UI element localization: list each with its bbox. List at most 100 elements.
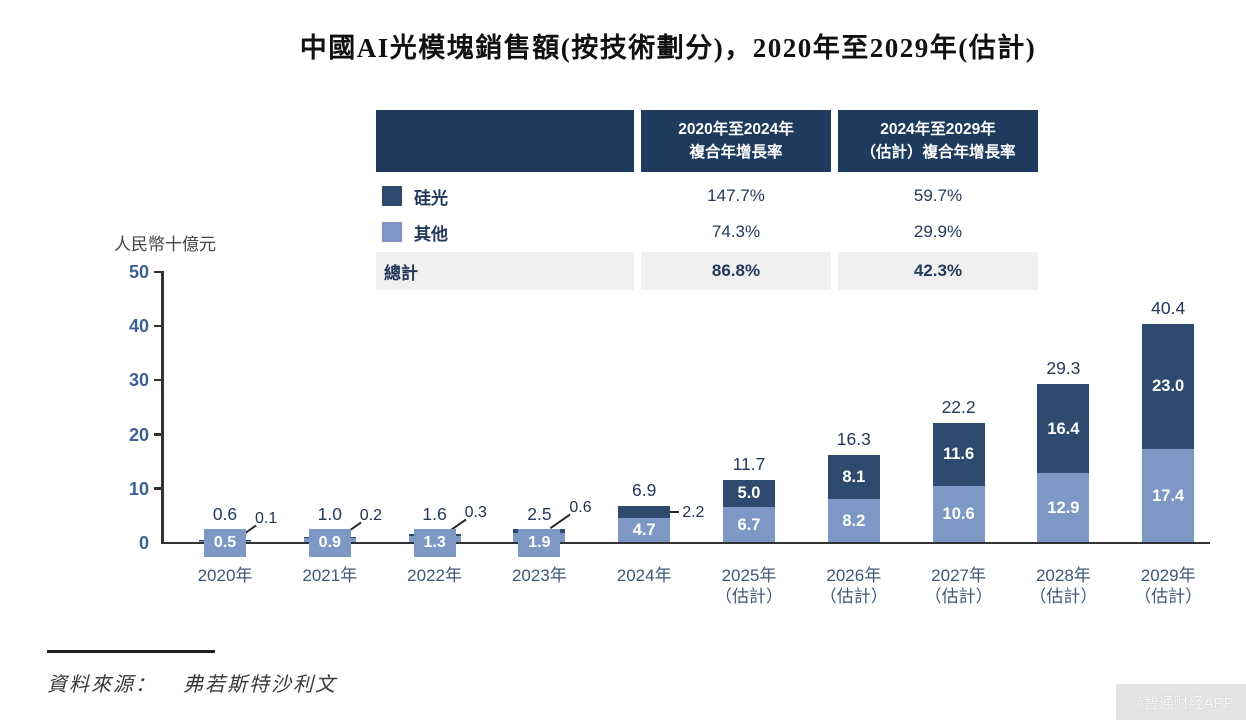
header-line: 2020年至2024年 <box>678 120 794 138</box>
legend-label-other: 其他 <box>414 224 448 244</box>
bar-segment-silicon <box>618 505 671 518</box>
other-value-label: 12.9 <box>1047 499 1080 518</box>
y-tick-mark <box>154 487 163 490</box>
header-line: （估計）複合年增長率 <box>860 144 1016 161</box>
y-tick-label: 40 <box>128 316 149 337</box>
callout-dash <box>670 510 680 513</box>
y-tick-mark <box>154 324 163 328</box>
silicon-value-label: 16.4 <box>1047 419 1080 438</box>
x-axis-label: 2029年 （估計） <box>1134 566 1203 606</box>
source-line: 資料來源： 弗若斯特沙利文 <box>47 668 337 697</box>
header-line: 2024年至2029年 <box>880 120 996 138</box>
bar-segment-silicon <box>827 454 880 499</box>
total-value-label: 0.6 <box>212 504 238 524</box>
y-tick-mark <box>154 270 163 273</box>
other-value-label: 10.6 <box>942 505 975 524</box>
x-axis-label: 2023年 <box>511 566 567 585</box>
y-tick-mark <box>154 378 163 382</box>
silicon-value-label: 0.6 <box>569 499 592 517</box>
total-value-label: 16.3 <box>836 428 871 449</box>
table-header-2024-2029: 2024年至2029年 （估計）複合年增長率 <box>838 110 1038 172</box>
total-value-label: 11.7 <box>732 453 766 474</box>
y-axis-unit-label: 人民幣十億元 <box>114 235 216 254</box>
source-value: 弗若斯特沙利文 <box>183 674 337 696</box>
legend-label-silicon: 硅光 <box>414 188 448 208</box>
total-value-label: 29.3 <box>1046 358 1081 379</box>
x-axis-label: 2026年 （估計） <box>819 566 888 606</box>
bar-segment-other <box>723 506 775 543</box>
other-value-label: 4.7 <box>632 521 656 540</box>
source-label: 資料來源： <box>47 674 157 696</box>
total-row-label: 總計 <box>384 263 418 283</box>
cagr-value: 59.7% <box>913 186 963 205</box>
table-header-2020-2024: 2020年至2024年 複合年增長率 <box>641 110 831 172</box>
source-divider <box>47 650 215 653</box>
table-header-empty-cell <box>376 110 634 172</box>
silicon-value-label: 0.1 <box>255 509 278 527</box>
x-axis-label: 2027年 （估計） <box>924 566 993 606</box>
y-tick-label: 30 <box>128 370 149 391</box>
total-value-label: 22.2 <box>941 396 976 417</box>
bar-segment-silicon <box>1142 324 1195 449</box>
bar-segment-silicon <box>723 479 775 507</box>
bar-value-chip: 0.9 <box>308 529 351 557</box>
silicon-value-label: 5.0 <box>737 484 761 503</box>
bar-segment-other <box>618 517 671 543</box>
table-row-total: 總計 86.8% 42.3% <box>376 252 1038 290</box>
page-title: 中國AI光模塊銷售額(按技術劃分)，2020年至2029年(估計) <box>299 33 1037 63</box>
y-axis-line <box>161 271 164 544</box>
x-axis-line <box>161 541 1210 544</box>
watermark-badge: @智通财经APP <box>1116 684 1246 720</box>
x-axis-label: 2021年 <box>302 566 358 585</box>
other-value-label: 17.4 <box>1152 486 1185 505</box>
bar-segment-silicon <box>1037 384 1090 474</box>
other-value-label: 8.2 <box>842 511 866 530</box>
total-row-bg <box>641 252 831 290</box>
cagr-value: 42.3% <box>913 261 963 280</box>
bar-value-chip: 1.9 <box>518 529 561 557</box>
silicon-value-label: 0.2 <box>359 507 383 525</box>
bar-segment-other <box>932 485 985 543</box>
plot-area: 0 10 20 30 40 50 0.5 0.1 0.6 2020年 0.9 0.2 1.0 2021年 1… <box>129 262 1212 606</box>
x-axis-label: 2020年 <box>197 566 253 585</box>
legend-swatch-silicon <box>382 186 402 206</box>
total-value-label: 6.9 <box>632 479 657 500</box>
y-tick-label: 20 <box>128 424 149 445</box>
bar-value-chip: 1.3 <box>413 529 456 557</box>
x-axis-label: 2025年 （估計） <box>715 566 783 606</box>
total-row-bg <box>838 252 1038 290</box>
total-value-label: 1.0 <box>317 504 342 524</box>
x-axis-label: 2022年 <box>407 566 462 585</box>
cagr-value: 29.9% <box>913 222 963 241</box>
silicon-value-label: 2.2 <box>682 503 705 521</box>
silicon-value-label: 11.6 <box>942 445 975 464</box>
bar-segment-other <box>1037 473 1090 543</box>
bar-segment-other <box>827 498 880 543</box>
total-value-label: 40.4 <box>1151 298 1186 319</box>
table-row-silicon: 硅光 147.7% 59.7% <box>376 178 1038 214</box>
cagr-table: 2020年至2024年 複合年增長率 2024年至2029年 （估計）複合年增長… <box>376 110 1038 290</box>
y-tick-label: 0 <box>138 533 149 553</box>
total-value-label: 1.6 <box>422 504 447 524</box>
table-row-other: 其他 74.3% 29.9% <box>376 214 1038 250</box>
y-tick-label: 10 <box>128 478 149 499</box>
cagr-value: 74.3% <box>711 222 761 241</box>
other-value-label: 6.7 <box>737 515 761 534</box>
total-row-bg <box>376 252 634 290</box>
y-tick-mark <box>154 433 163 436</box>
legend-swatch-other <box>382 222 402 242</box>
cagr-value: 147.7% <box>707 186 765 205</box>
total-value-label: 2.5 <box>527 504 552 524</box>
y-tick-label: 50 <box>128 262 149 282</box>
bar-segment-silicon <box>932 422 985 486</box>
cagr-value: 86.8% <box>711 261 761 280</box>
bar-segment-other <box>1142 448 1195 543</box>
header-line: 複合年增長率 <box>689 144 783 161</box>
x-axis-label: 2024年 <box>616 566 672 585</box>
silicon-value-label: 8.1 <box>842 467 866 486</box>
x-axis-label: 2028年 （估計） <box>1029 566 1098 606</box>
silicon-value-label: 23.0 <box>1152 377 1185 396</box>
bar-value-chip: 0.5 <box>204 529 246 557</box>
silicon-value-label: 0.3 <box>464 504 487 522</box>
